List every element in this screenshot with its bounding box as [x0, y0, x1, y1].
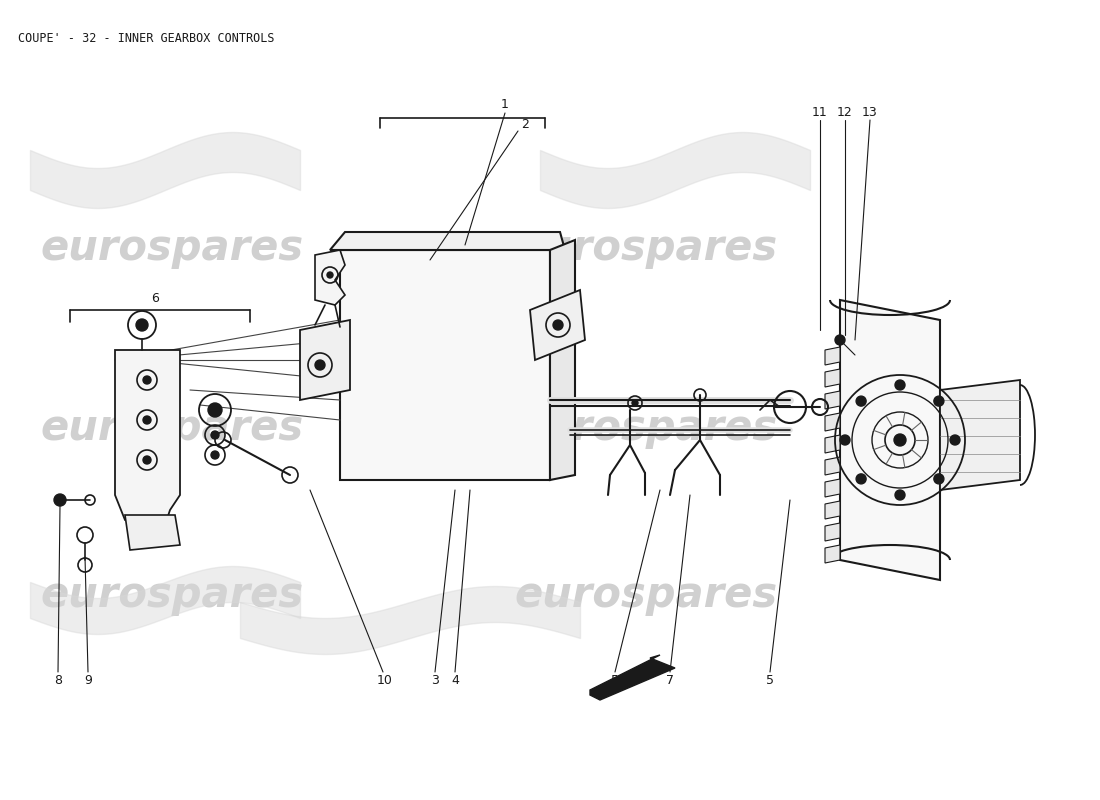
Polygon shape [340, 250, 550, 480]
Circle shape [632, 400, 638, 406]
Text: eurospares: eurospares [515, 574, 778, 616]
Circle shape [211, 451, 219, 459]
Text: 1: 1 [502, 98, 509, 111]
Text: eurospares: eurospares [515, 407, 778, 449]
Circle shape [211, 431, 219, 439]
Polygon shape [825, 501, 840, 519]
Circle shape [143, 376, 151, 384]
Polygon shape [590, 655, 675, 700]
Polygon shape [825, 347, 840, 365]
Circle shape [143, 416, 151, 424]
Text: 8: 8 [54, 674, 62, 686]
Circle shape [894, 434, 906, 446]
Text: 4: 4 [451, 674, 459, 686]
Polygon shape [125, 515, 180, 550]
Polygon shape [825, 369, 840, 387]
Circle shape [856, 474, 866, 484]
Polygon shape [825, 391, 840, 409]
Polygon shape [825, 479, 840, 497]
Circle shape [143, 456, 151, 464]
Polygon shape [530, 290, 585, 360]
Polygon shape [825, 435, 840, 453]
Text: 13: 13 [862, 106, 878, 118]
Text: 9: 9 [84, 674, 92, 686]
Text: 12: 12 [837, 106, 852, 118]
Text: eurospares: eurospares [40, 407, 304, 449]
Polygon shape [825, 457, 840, 475]
Circle shape [54, 494, 66, 506]
Polygon shape [840, 300, 940, 580]
Polygon shape [825, 545, 840, 563]
Circle shape [840, 435, 850, 445]
Polygon shape [940, 380, 1020, 490]
Circle shape [327, 272, 333, 278]
Circle shape [895, 380, 905, 390]
Circle shape [553, 320, 563, 330]
Text: 11: 11 [812, 106, 828, 118]
Text: eurospares: eurospares [40, 574, 304, 616]
Text: COUPE' - 32 - INNER GEARBOX CONTROLS: COUPE' - 32 - INNER GEARBOX CONTROLS [18, 32, 275, 45]
Polygon shape [116, 350, 180, 525]
Circle shape [208, 403, 222, 417]
Text: 3: 3 [431, 674, 439, 686]
Circle shape [934, 474, 944, 484]
Text: 5: 5 [610, 674, 619, 686]
Polygon shape [300, 320, 350, 400]
Polygon shape [330, 232, 565, 250]
Polygon shape [315, 250, 345, 305]
Polygon shape [825, 523, 840, 541]
Circle shape [315, 360, 324, 370]
Polygon shape [825, 413, 840, 431]
Text: 2: 2 [521, 118, 529, 131]
Text: eurospares: eurospares [40, 227, 304, 269]
Circle shape [950, 435, 960, 445]
Text: 6: 6 [151, 291, 158, 305]
Circle shape [835, 335, 845, 345]
Text: 5: 5 [766, 674, 774, 686]
Circle shape [895, 490, 905, 500]
Polygon shape [550, 240, 575, 480]
Circle shape [856, 396, 866, 406]
Text: 7: 7 [666, 674, 674, 686]
Text: eurospares: eurospares [515, 227, 778, 269]
Circle shape [136, 319, 149, 331]
Text: 10: 10 [377, 674, 393, 686]
Circle shape [934, 396, 944, 406]
